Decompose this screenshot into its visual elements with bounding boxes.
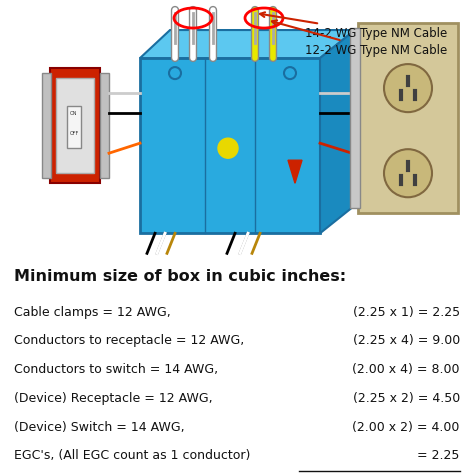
Text: (2.25 x 2) = 4.50: (2.25 x 2) = 4.50 <box>353 392 460 405</box>
Polygon shape <box>288 160 302 183</box>
Text: (2.25 x 4) = 9.00: (2.25 x 4) = 9.00 <box>353 335 460 347</box>
Circle shape <box>384 149 432 197</box>
Text: (2.25 x 1) = 2.25: (2.25 x 1) = 2.25 <box>353 306 460 319</box>
Circle shape <box>384 64 432 112</box>
Bar <box>140 58 320 233</box>
Text: (Device) Receptacle = 12 AWG,: (Device) Receptacle = 12 AWG, <box>14 392 213 405</box>
Text: Cable clamps = 12 AWG,: Cable clamps = 12 AWG, <box>14 306 171 319</box>
Circle shape <box>218 138 238 158</box>
Text: 14-2 WG Type NM Cable: 14-2 WG Type NM Cable <box>260 12 447 39</box>
Bar <box>67 106 81 148</box>
Polygon shape <box>320 30 355 233</box>
Text: (Device) Switch = 14 AWG,: (Device) Switch = 14 AWG, <box>14 420 185 434</box>
Text: Minimum size of box in cubic inches:: Minimum size of box in cubic inches: <box>14 269 346 284</box>
Text: (2.00 x 2) = 4.00: (2.00 x 2) = 4.00 <box>352 420 460 434</box>
Bar <box>358 23 458 213</box>
Text: ON: ON <box>70 110 78 116</box>
Text: = 2.25: = 2.25 <box>418 449 460 462</box>
Text: Conductors to switch = 14 AWG,: Conductors to switch = 14 AWG, <box>14 363 219 376</box>
Bar <box>50 68 100 183</box>
Bar <box>100 73 109 178</box>
Bar <box>42 73 51 178</box>
Text: Conductors to receptacle = 12 AWG,: Conductors to receptacle = 12 AWG, <box>14 335 245 347</box>
Text: (2.00 x 4) = 8.00: (2.00 x 4) = 8.00 <box>352 363 460 376</box>
Text: 12-2 WG Type NM Cable: 12-2 WG Type NM Cable <box>272 20 447 56</box>
Bar <box>56 78 94 173</box>
Polygon shape <box>140 30 355 58</box>
Bar <box>350 28 360 208</box>
Text: OFF: OFF <box>69 131 79 136</box>
Text: EGC's, (All EGC count as 1 conductor): EGC's, (All EGC count as 1 conductor) <box>14 449 251 462</box>
